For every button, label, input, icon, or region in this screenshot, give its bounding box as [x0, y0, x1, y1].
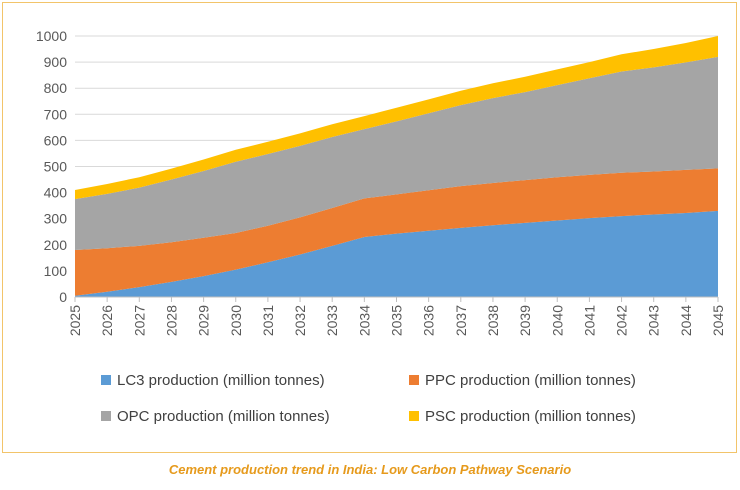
- area-series-2: [75, 168, 718, 296]
- x-tick-label: 2027: [131, 305, 147, 336]
- y-tick-label: 100: [44, 263, 68, 279]
- area-series-4: [75, 36, 718, 200]
- x-tick-label: 2037: [453, 305, 469, 336]
- legend-label-4: PSC production (million tonnes): [425, 408, 636, 425]
- area-series-1: [75, 210, 718, 297]
- x-tick-label: 2045: [710, 305, 726, 336]
- y-tick-label: 500: [44, 159, 68, 175]
- legend-swatch-1: [101, 375, 111, 385]
- y-tick-label: 600: [44, 132, 68, 148]
- legend-swatch-2: [409, 375, 419, 385]
- x-tick-label: 2032: [292, 305, 308, 336]
- x-tick-label: 2035: [389, 305, 405, 336]
- chart-caption: Cement production trend in India: Low Ca…: [168, 462, 572, 477]
- x-tick-label: 2039: [517, 305, 533, 336]
- legend-swatch-3: [101, 411, 111, 421]
- legend-label-2: PPC production (million tonnes): [425, 372, 636, 389]
- x-tick-label: 2028: [163, 305, 179, 336]
- x-tick-label: 2036: [421, 305, 437, 336]
- axes: 0 100 200 300 400 500 600 700 800 900 1000 2025 2026…: [36, 28, 726, 336]
- area-series: [75, 36, 718, 297]
- x-tick-label: 2034: [356, 305, 372, 336]
- x-tick-label: 2041: [581, 305, 597, 336]
- area-series-3: [75, 56, 718, 251]
- y-tick-label: 200: [44, 237, 68, 253]
- legend: LC3 production (million tonnes) PPC produ…: [101, 372, 636, 425]
- x-tick-label: 2029: [196, 305, 212, 336]
- x-tick-label: 2043: [646, 305, 662, 336]
- legend-label-3: OPC production (million tonnes): [117, 408, 330, 425]
- stacked-area-chart: 0 100 200 300 400 500 600 700 800 900 1000 2025 2026…: [36, 28, 726, 425]
- x-tick-label: 2031: [260, 305, 276, 336]
- y-tick-label: 700: [44, 106, 68, 122]
- y-tick-label: 900: [44, 54, 68, 70]
- legend-label-1: LC3 production (million tonnes): [117, 372, 325, 389]
- x-tick-label: 2040: [549, 305, 565, 336]
- y-tick-label: 1000: [36, 28, 67, 44]
- y-tick-label: 400: [44, 185, 68, 201]
- chart-frame: 0 100 200 300 400 500 600 700 800 900 1000 2025 2026…: [2, 2, 737, 453]
- x-tick-label: 2026: [99, 305, 115, 336]
- y-tick-label: 800: [44, 80, 68, 96]
- legend-swatch-4: [409, 411, 419, 421]
- x-tick-label: 2044: [678, 305, 694, 336]
- x-tick-label: 2025: [67, 305, 83, 336]
- y-tick-label: 300: [44, 211, 68, 227]
- x-tick-label: 2030: [228, 305, 244, 336]
- y-tick-label: 0: [59, 289, 67, 305]
- x-tick-label: 2033: [324, 305, 340, 336]
- x-tick-label: 2038: [485, 305, 501, 336]
- x-tick-label: 2042: [614, 305, 630, 336]
